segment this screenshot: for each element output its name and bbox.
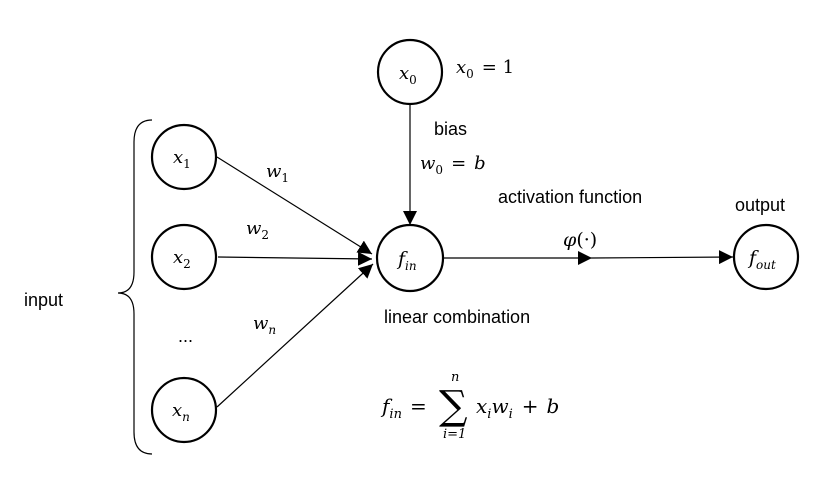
phi-label: φ(·) [563,229,597,251]
weight-w1-label: w1 [266,161,289,185]
node-fout [732,223,800,291]
edge-xn-fin [216,263,374,408]
edge-phi-fout [591,250,734,265]
weight-wn-label: wn [253,313,276,337]
node-x1 [150,123,218,191]
node-x2-label: x2 [173,247,191,271]
activation-function-label: activation function [498,187,642,207]
ellipsis-label: ... [178,326,193,346]
node-x1-label: x1 [173,147,191,171]
formula-sum-symbol: ∑ [439,383,468,429]
node-fin [375,223,445,293]
node-fout-label: fout [747,247,776,272]
node-x2 [150,223,218,291]
node-xn [150,376,218,444]
input-label: input [24,290,63,310]
node-fin-label: fin [396,248,417,273]
output-label: output [735,195,785,215]
x0-equation: x0 = 1 [456,57,514,81]
node-x0 [376,38,444,106]
edge-x1-fin [216,156,373,255]
bias-label: bias [434,119,467,139]
linear-combination-label: linear combination [384,307,530,327]
edge-x2-fin [217,251,373,266]
input-brace [117,119,153,455]
fin-formula: fin = ∑ n i=1 xiwi + b [380,370,559,442]
formula-sum-lower: i=1 [443,427,466,442]
formula-lhs: fin = [380,394,427,422]
formula-sum-upper: n [451,370,459,385]
node-xn-label: xn [172,400,190,424]
weight-w2-label: w2 [246,218,269,242]
w0-equation: w0 = b [420,153,486,177]
node-x0-label: x0 [399,63,417,87]
formula-rhs: xiwi + b [476,394,559,422]
